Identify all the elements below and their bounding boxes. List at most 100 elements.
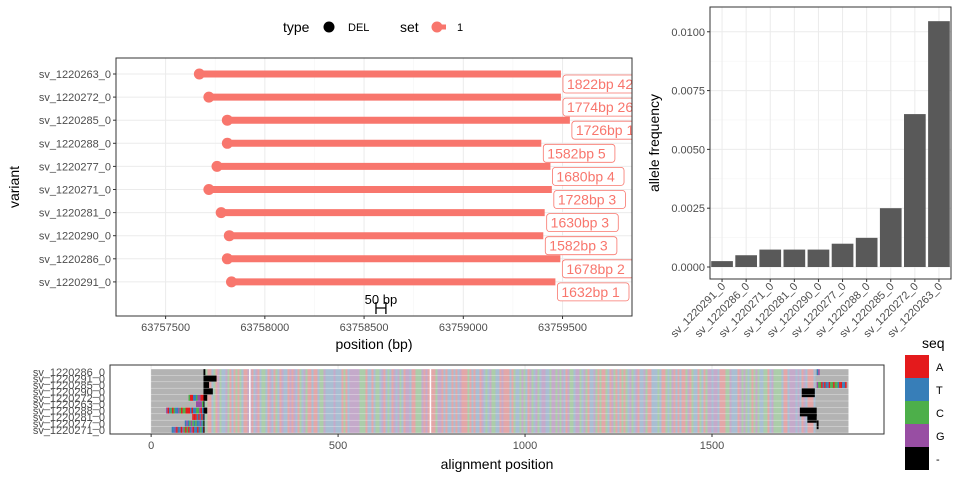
variant-label: 1630bp 3	[551, 215, 610, 231]
alignment-base	[201, 420, 203, 427]
alignment-base	[201, 394, 204, 401]
alignment-base	[171, 426, 174, 433]
variant-label: 1582bp 3	[549, 238, 608, 254]
y-tick-label: sv_1220290_0	[39, 231, 111, 243]
plot-border	[115, 57, 633, 317]
legend-seq-title: seq	[922, 335, 945, 351]
alignment-base	[175, 407, 177, 414]
alignment-base	[818, 369, 820, 376]
x-tick-label: 63757500	[141, 322, 190, 334]
alignment-base	[177, 426, 180, 433]
alignment-base	[843, 381, 846, 389]
frequency-bar	[904, 114, 926, 267]
alignment-base	[187, 420, 190, 427]
alignment-base	[193, 394, 195, 401]
alignment-base	[182, 426, 184, 433]
alignment-base	[845, 381, 847, 389]
alignment-base	[834, 381, 837, 389]
alignment-gap	[203, 407, 208, 414]
variant-label: 1822bp 42	[567, 76, 633, 92]
row-label: sv_1220290_0	[33, 386, 105, 398]
alignment-base	[198, 407, 201, 414]
x-tick-label: 63758500	[340, 322, 389, 334]
alignment-base	[188, 407, 191, 414]
variant-label-box	[562, 74, 632, 94]
legend-label: C	[936, 408, 944, 420]
alignment-base	[174, 426, 177, 433]
alignment-base	[188, 426, 190, 433]
alignment-base	[197, 401, 199, 408]
alignment-base	[193, 420, 196, 427]
variant-label-box	[542, 143, 616, 163]
variant-position-panel: 1822bp 42 1774bp 26 1726bp 1 1582bp 5 1680bp…	[6, 57, 633, 352]
y-tick-label: sv_1220286_0	[39, 254, 111, 266]
row-label: sv_1220286_0	[33, 367, 105, 379]
alignment-base	[198, 394, 201, 401]
alignment-base	[169, 407, 171, 414]
variant-label-box	[552, 166, 625, 186]
y-tick-label: sv_1220285_0	[39, 115, 111, 127]
variant-label-box	[561, 259, 632, 279]
alignment-gap	[203, 394, 208, 401]
y-tick-label: 0.0000	[671, 262, 705, 274]
allele-frequency-panel: 0.00000.00250.00500.00750.0100sv_1220291…	[646, 6, 952, 340]
variant-label: 1774bp 26	[567, 99, 633, 115]
alignment-gap	[203, 401, 205, 408]
alignment-base	[825, 381, 828, 389]
alignment-base	[196, 394, 198, 401]
alignment-base	[192, 426, 195, 433]
plot-border	[109, 364, 885, 435]
alignment-base	[189, 420, 191, 427]
alignment-base	[197, 394, 199, 401]
alignment-base	[196, 413, 199, 421]
alignment-base	[194, 426, 196, 433]
alignment-gap	[203, 381, 210, 389]
alignment-base	[190, 420, 193, 427]
alignment-base	[186, 426, 189, 433]
legend-type-title: type	[283, 19, 310, 35]
row-label: sv_1220281_0	[33, 412, 105, 424]
alignment-base	[200, 426, 202, 433]
row-label: sv_1220288_0	[33, 406, 105, 418]
alignment-gap	[807, 413, 817, 423]
variant-label-box	[571, 120, 632, 140]
alignment-base	[201, 407, 204, 414]
variant-label-box	[546, 213, 619, 233]
alignment-gap	[203, 375, 217, 382]
alignment-base	[187, 407, 189, 414]
alignment-base	[195, 413, 197, 421]
alignment-gap	[203, 388, 213, 395]
alignment-base	[197, 407, 199, 414]
frequency-bar	[879, 208, 902, 267]
alignment-base	[198, 420, 200, 427]
variant-label-box	[556, 282, 630, 302]
alignment-base	[200, 394, 202, 401]
variant-label-box	[544, 236, 618, 256]
alignment-base	[816, 381, 819, 389]
variant-start-point	[221, 137, 233, 149]
legend-label: T	[936, 385, 943, 397]
alignment-base	[196, 420, 199, 427]
x-tick-label: 0	[148, 440, 154, 452]
legend-label: G	[936, 431, 945, 443]
x-tick-label: 500	[329, 440, 347, 452]
legend-swatch	[905, 355, 929, 378]
alignment-base	[837, 381, 840, 389]
row-label: sv_1220285_0	[33, 380, 105, 392]
y-tick-label: 0.0100	[671, 27, 705, 39]
alignment-base	[172, 407, 174, 414]
scale-bar	[375, 302, 387, 314]
alignment-base	[192, 413, 194, 421]
frequency-bar	[928, 21, 950, 267]
alignment-base	[191, 426, 193, 433]
frequency-bar	[855, 237, 878, 267]
y-tick-label: 0.0075	[671, 86, 705, 98]
variant-start-point	[211, 160, 223, 172]
alignment-base	[195, 426, 198, 433]
alignment-base	[185, 426, 187, 433]
alignment-base	[200, 401, 202, 408]
frequency-bar	[735, 255, 757, 267]
frequency-bar	[831, 243, 854, 267]
y-tick-label: 0.0050	[671, 144, 705, 156]
